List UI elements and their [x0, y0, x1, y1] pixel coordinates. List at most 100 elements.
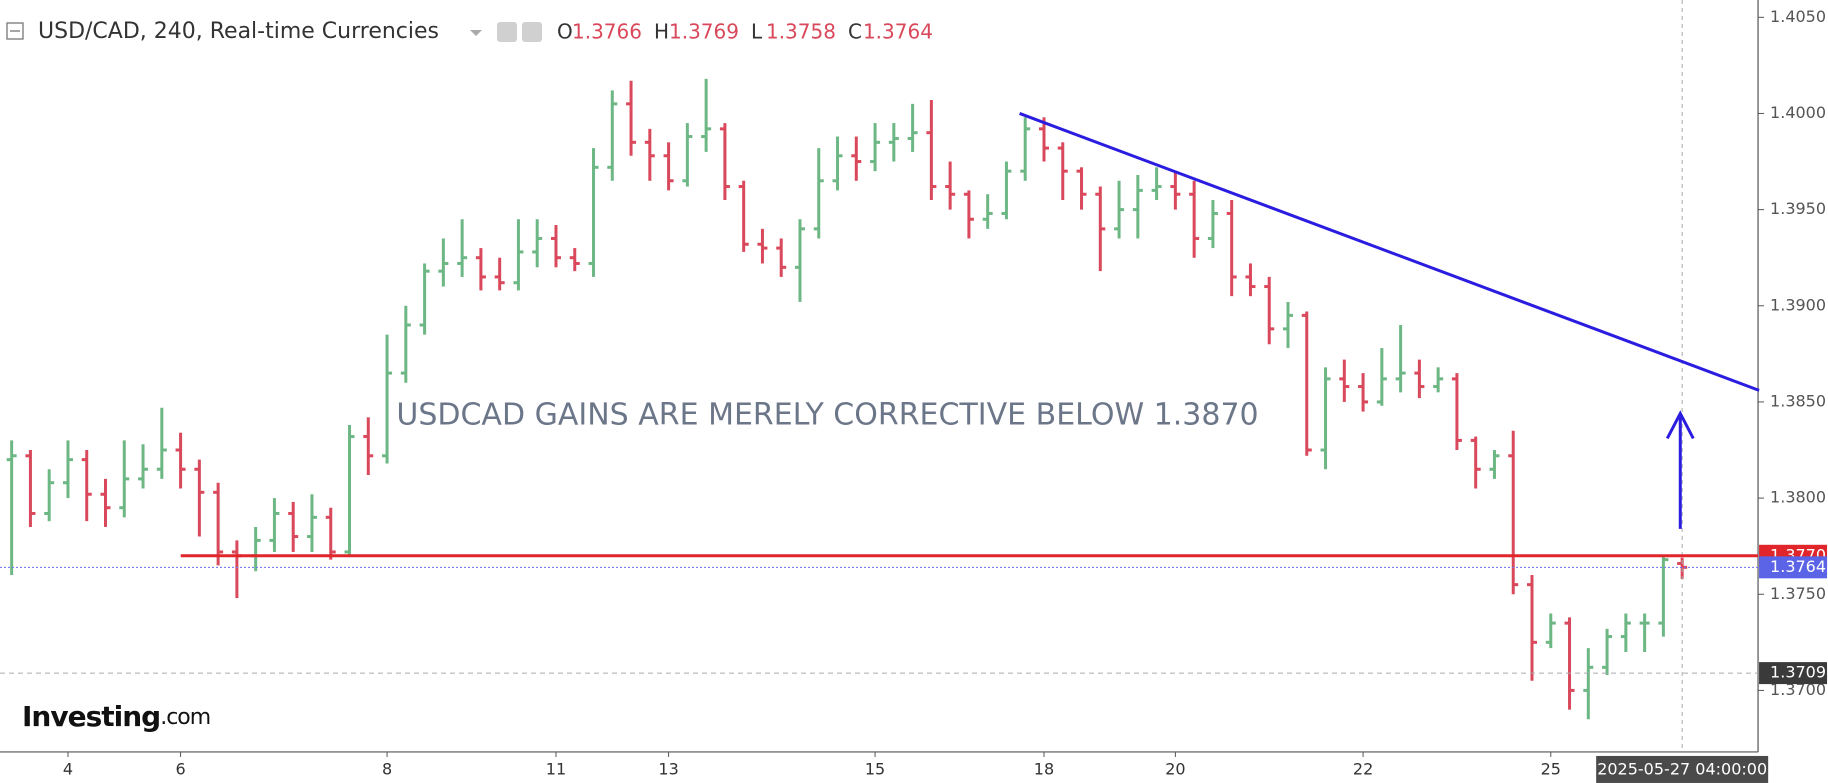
- logo: Investing.com: [22, 700, 210, 733]
- y-tick-label: 1.4000: [1770, 103, 1826, 122]
- cursor-date: 2025-05-27 04:00:00: [1597, 759, 1767, 778]
- ohlc-bar: [1189, 180, 1200, 258]
- level-label: 1.3709: [1770, 663, 1826, 682]
- ohlc-bar: [851, 136, 862, 181]
- ohlc-bar: [870, 123, 881, 172]
- x-tick-label: 18: [1034, 759, 1054, 778]
- ohlc-bar: [1639, 613, 1650, 652]
- x-tick-label: 8: [382, 759, 392, 778]
- ohlc-bar: [1658, 555, 1669, 637]
- ohlc-bar: [1414, 359, 1425, 399]
- ohlc-bar: [25, 450, 36, 527]
- y-tick-label: 1.3800: [1770, 488, 1826, 507]
- ohlc-bar: [682, 123, 693, 187]
- ohlc-value: 1.3769: [669, 20, 739, 44]
- ohlc-bar: [1339, 359, 1350, 402]
- ohlc-header: O 1.3766 H 1.3769 L 1.3758 C 1.3764: [557, 20, 933, 44]
- ohlc-bar: [100, 478, 111, 527]
- x-tick-label: 13: [658, 759, 678, 778]
- ohlc-key: C: [848, 20, 862, 44]
- ohlc-bar: [832, 136, 843, 191]
- eye-icon[interactable]: [497, 22, 517, 42]
- ohlc-bar: [907, 103, 918, 152]
- ohlc-bar: [119, 440, 130, 518]
- ohlc-bar: [1395, 325, 1406, 393]
- ohlc-bar: [81, 450, 92, 522]
- ohlc-bar: [701, 78, 712, 152]
- ohlc-bar: [269, 498, 280, 552]
- logo-suffix: .com: [160, 705, 210, 730]
- ohlc-bar: [1207, 200, 1218, 249]
- ohlc-bar: [419, 263, 430, 335]
- ohlc-bar: [62, 440, 73, 499]
- ohlc-bar: [438, 238, 449, 287]
- ohlc-bar: [1170, 171, 1181, 210]
- ohlc-bar: [1376, 348, 1387, 406]
- x-tick-label: 4: [63, 759, 73, 778]
- ohlc-bar: [1001, 161, 1012, 220]
- level-label: 1.3764: [1770, 557, 1826, 576]
- trendline: [1019, 112, 1760, 392]
- y-tick-label: 1.3950: [1770, 199, 1826, 218]
- y-tick-label: 1.3850: [1770, 391, 1826, 410]
- ohlc-bar: [888, 123, 899, 162]
- ohlc-bar: [194, 459, 205, 537]
- ohlc-bar: [1132, 175, 1143, 239]
- ohlc-bar: [794, 219, 805, 302]
- ohlc-bar: [663, 142, 674, 191]
- x-tick-label: 20: [1165, 759, 1185, 778]
- x-tick-label: 15: [865, 759, 885, 778]
- level-label-box: [1759, 662, 1828, 685]
- ohlc-bar: [569, 248, 580, 272]
- chart-title: USD/CAD, 240, Real-time Currencies: [38, 19, 439, 44]
- ohlc-bar: [926, 100, 937, 201]
- ohlc-bar: [1358, 373, 1369, 412]
- ohlc-bar: [1114, 180, 1125, 239]
- ohlc-bar: [776, 238, 787, 277]
- ohlc-key: L: [751, 20, 763, 44]
- dropdown-icon[interactable]: [470, 30, 482, 36]
- ohlc-bar: [382, 334, 393, 464]
- ohlc-bar: [1020, 117, 1031, 181]
- ohlc-bar: [400, 305, 411, 383]
- ohlc-bar: [363, 417, 374, 476]
- ohlc-bar: [1076, 167, 1087, 210]
- ohlc-bar: [1151, 167, 1162, 201]
- ohlc-bar: [1301, 311, 1312, 456]
- ohlc-bar: [1095, 186, 1106, 272]
- settings-icon[interactable]: [522, 22, 542, 42]
- ohlc-bar: [719, 123, 730, 201]
- ohlc-bar: [1545, 613, 1556, 649]
- annotation: USDCAD GAINS ARE MERELY CORRECTIVE BELOW…: [396, 398, 1258, 433]
- ohlc-bar: [1433, 367, 1444, 393]
- level-label-box: [1759, 556, 1828, 579]
- arrow-head: [1665, 410, 1695, 440]
- ohlc-bar: [644, 128, 655, 181]
- ohlc-bar: [1038, 117, 1049, 162]
- y-tick-label: 1.3750: [1770, 584, 1826, 603]
- ohlc-bar: [306, 494, 317, 552]
- ohlc-bar: [982, 194, 993, 229]
- ohlc-bar: [963, 190, 974, 239]
- x-tick-label: 22: [1353, 759, 1373, 778]
- collapse-button[interactable]: [6, 22, 24, 40]
- ohlc-bar: [1583, 648, 1594, 720]
- ohlc-bar: [1226, 200, 1237, 297]
- y-tick-label: 1.3700: [1770, 680, 1826, 699]
- ohlc-bar: [1057, 142, 1068, 201]
- ohlc-bar: [513, 219, 524, 291]
- ohlc-bar: [1489, 450, 1500, 479]
- ohlc-bar: [494, 257, 505, 291]
- ohlc-bar: [532, 219, 543, 268]
- ohlc-bar: [6, 440, 17, 576]
- ohlc-value: 1.3764: [863, 20, 933, 44]
- ohlc-bar: [213, 482, 224, 566]
- ohlc-bar: [738, 180, 749, 252]
- ohlc-bar: [1470, 436, 1481, 489]
- ohlc-bar: [156, 407, 167, 479]
- ohlc-bar: [1245, 263, 1256, 297]
- ohlc-bar: [813, 148, 824, 239]
- logo-brand: Investing: [22, 700, 160, 733]
